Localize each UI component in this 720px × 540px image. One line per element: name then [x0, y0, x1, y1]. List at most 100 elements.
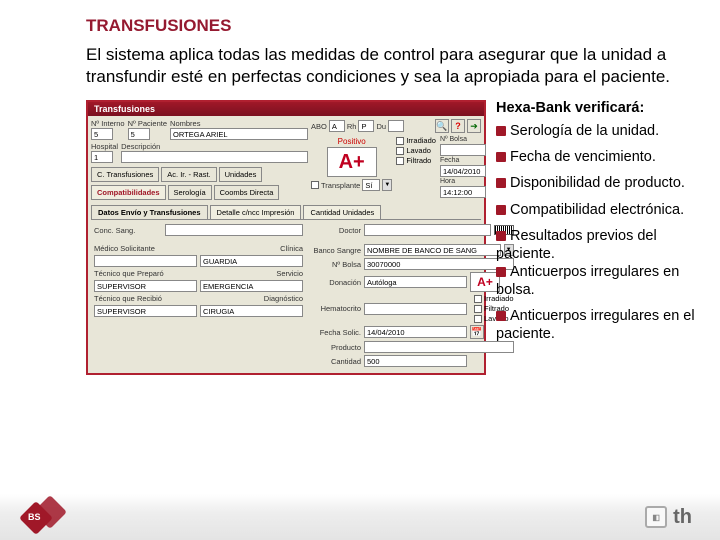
transplante-label: Transplante: [321, 181, 360, 190]
subtab-detalle[interactable]: Detalle c/ncc Impresión: [210, 205, 302, 219]
conc-input[interactable]: [165, 224, 303, 236]
hospital-label: Hospital: [91, 142, 118, 151]
producto-input[interactable]: [364, 341, 514, 353]
search-icon[interactable]: 🔍: [435, 119, 449, 133]
bullet-icon: [496, 231, 506, 241]
bullet-icon: [496, 205, 506, 215]
clinica-label: Clínica: [280, 244, 303, 253]
note-item: Serología de la unidad.: [496, 122, 700, 140]
rchk-lavado[interactable]: [474, 315, 482, 323]
positive-label: Positivo: [338, 137, 366, 146]
abo-label: ABO: [311, 122, 327, 131]
rh-input[interactable]: [358, 120, 374, 132]
th-text: th: [673, 506, 692, 529]
descripcion-input[interactable]: [121, 151, 308, 163]
ni-label: Nº Interno: [91, 119, 125, 128]
nombres-input[interactable]: [170, 128, 308, 140]
producto-label: Producto: [309, 343, 361, 352]
abo-input[interactable]: [329, 120, 345, 132]
logo-right: ◧ th: [645, 506, 692, 529]
transplante-input[interactable]: [362, 179, 380, 191]
tecr-input[interactable]: [94, 305, 197, 317]
fecha-input-top[interactable]: [440, 165, 486, 177]
hemato-label: Hematocrito: [309, 304, 361, 313]
page-description: El sistema aplica todas las medidas de c…: [0, 44, 720, 100]
cantidad-label: Cantidad: [309, 357, 361, 366]
du-input[interactable]: [388, 120, 404, 132]
np-bolsa-label: Nº Bolsa: [440, 136, 486, 143]
hora-input[interactable]: [440, 186, 486, 198]
chk-filtrado[interactable]: [396, 157, 404, 165]
tecp-input[interactable]: [94, 280, 197, 292]
subtab-cantidad[interactable]: Cantidad Unidades: [303, 205, 381, 219]
chk-irradiado-label: Irradiado: [406, 136, 436, 145]
du-label: Du: [376, 122, 386, 131]
note-item: Fecha de vencimiento.: [496, 148, 700, 166]
logo-left: BS: [24, 500, 54, 534]
np-input[interactable]: [128, 128, 150, 140]
fecha-label: Fecha Solic.: [309, 328, 361, 337]
tab-unidades[interactable]: Unidades: [219, 167, 263, 182]
arrow-icon[interactable]: ➔: [467, 119, 481, 133]
note-item: Resultados previos del paciente. Anticue…: [496, 227, 700, 300]
medico-label: Médico Solicitante: [94, 244, 162, 253]
fecha-label-top: Fecha: [440, 157, 486, 164]
donacion-label: Donación: [309, 278, 361, 287]
notes-title: Hexa-Bank verificará:: [496, 100, 700, 116]
bloodtype-display: A+: [327, 147, 377, 177]
footer: BS ◧ th: [0, 494, 720, 540]
rchk-filtrado[interactable]: [474, 305, 482, 313]
ni-input[interactable]: [91, 128, 113, 140]
nbolsa-label: Nº Bolsa: [309, 260, 361, 269]
hora-label: Hora: [440, 178, 486, 185]
tab-transfusiones[interactable]: C. Transfusiones: [91, 167, 159, 182]
note-item: Disponibilidad de producto.: [496, 174, 700, 192]
tecp-label: Técnico que Preparó: [94, 269, 162, 278]
banco-input[interactable]: [364, 244, 501, 256]
servicio-input[interactable]: [200, 280, 303, 292]
chk-irradiado[interactable]: [396, 137, 404, 145]
tecr-label: Técnico que Recibió: [94, 294, 162, 303]
tab-acir[interactable]: Ac. Ir. - Rast.: [161, 167, 216, 182]
chk-lavado-label: Lavado: [406, 146, 431, 155]
th-icon: ◧: [645, 506, 667, 528]
diag-input[interactable]: [200, 305, 303, 317]
chk-lavado[interactable]: [396, 147, 404, 155]
subtab-datos[interactable]: Datos Envío y Transfusiones: [91, 205, 208, 219]
maintab-serologia[interactable]: Serología: [168, 185, 212, 200]
note-item: Compatibilidad electrónica.: [496, 201, 700, 219]
np-bolsa-input[interactable]: [440, 144, 486, 156]
np-label: Nº Paciente: [128, 119, 167, 128]
cantidad-input[interactable]: [364, 355, 467, 367]
bullet-icon: [496, 311, 506, 321]
donacion-input[interactable]: [364, 276, 467, 288]
banco-label: Banco Sangre: [309, 246, 361, 255]
descripcion-label: Descripción: [121, 142, 308, 151]
bullet-icon: [496, 126, 506, 136]
calendar-icon[interactable]: 📅: [470, 325, 484, 339]
hospital-input[interactable]: [91, 151, 113, 163]
doctor-input[interactable]: [364, 224, 491, 236]
clinica-input[interactable]: [200, 255, 303, 267]
page-title: TRANSFUSIONES: [0, 0, 720, 44]
rh-label: Rh: [347, 122, 357, 131]
medico-input[interactable]: [94, 255, 197, 267]
chk-filtrado-label: Filtrado: [406, 156, 431, 165]
transplante-check[interactable]: [311, 181, 319, 189]
nbolsa-input[interactable]: [364, 258, 514, 270]
diag-label: Diagnóstico: [264, 294, 303, 303]
fecha-input[interactable]: [364, 326, 467, 338]
servicio-label: Servicio: [276, 269, 303, 278]
hemato-input[interactable]: [364, 303, 467, 315]
help-icon[interactable]: ?: [451, 119, 465, 133]
rchk-irradiado[interactable]: [474, 295, 482, 303]
bullet-icon: [496, 178, 506, 188]
window-titlebar: Transfusiones: [88, 102, 484, 116]
doctor-label: Doctor: [309, 226, 361, 235]
notes-panel: Hexa-Bank verificará: Serología de la un…: [496, 100, 720, 375]
maintab-compat[interactable]: Compatibilidades: [91, 185, 166, 200]
dropdown-icon[interactable]: ▼: [382, 179, 392, 191]
conc-label: Conc. Sang.: [94, 226, 162, 235]
bullet-icon: [496, 267, 506, 277]
maintab-coombs[interactable]: Coombs Directa: [214, 185, 280, 200]
